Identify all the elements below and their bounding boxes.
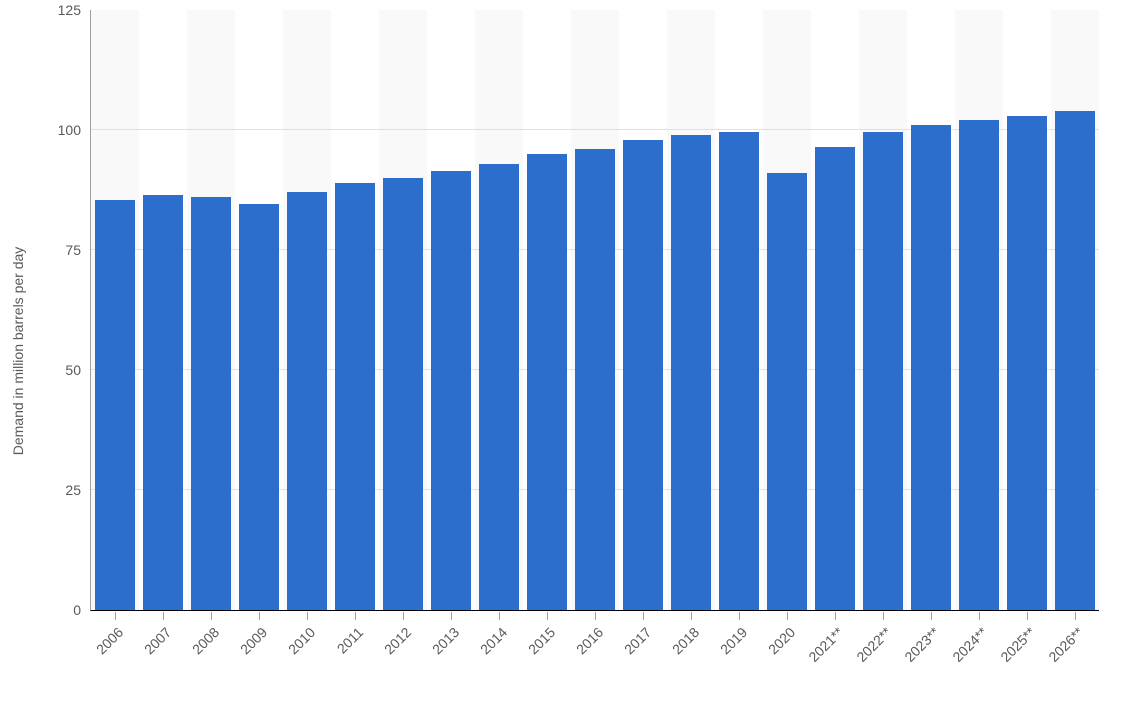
x-tick-label: 2007 (141, 624, 174, 657)
x-tick-label: 2025** (997, 624, 1038, 665)
x-tick-label: 2015 (525, 624, 558, 657)
bar-slot: 2008 (187, 10, 235, 610)
bar-slot: 2007 (139, 10, 187, 610)
bar-slot: 2010 (283, 10, 331, 610)
x-tick-label: 2008 (189, 624, 222, 657)
y-tick-label: 50 (65, 362, 91, 378)
x-tick-label: 2021** (805, 624, 846, 665)
bar-slot: 2017 (619, 10, 667, 610)
bar-slot: 2012 (379, 10, 427, 610)
bar-slot: 2026** (1051, 10, 1099, 610)
y-tick-label: 0 (73, 602, 91, 618)
bar-slot: 2014 (475, 10, 523, 610)
bar-slot: 2011 (331, 10, 379, 610)
bar[interactable] (143, 195, 182, 610)
bar-slot: 2006 (91, 10, 139, 610)
bar[interactable] (335, 183, 374, 610)
x-tick-label: 2023** (901, 624, 942, 665)
bar[interactable] (431, 171, 470, 610)
bar-slot: 2022** (859, 10, 907, 610)
x-tick (211, 612, 212, 620)
y-tick-label: 75 (65, 242, 91, 258)
x-tick (499, 612, 500, 620)
x-tick-label: 2010 (285, 624, 318, 657)
x-tick-label: 2016 (573, 624, 606, 657)
x-tick (1027, 612, 1028, 620)
x-tick (643, 612, 644, 620)
bar[interactable] (191, 197, 230, 610)
y-axis-title: Demand in million barrels per day (10, 246, 26, 455)
bar[interactable] (239, 204, 278, 610)
x-tick (691, 612, 692, 620)
x-tick (163, 612, 164, 620)
bar[interactable] (527, 154, 566, 610)
bar-slot: 2021** (811, 10, 859, 610)
bar[interactable] (1055, 111, 1094, 610)
bar-slot: 2009 (235, 10, 283, 610)
bar[interactable] (863, 132, 902, 610)
bar-slot: 2019 (715, 10, 763, 610)
bar[interactable] (959, 120, 998, 610)
y-tick-label: 125 (58, 2, 91, 18)
x-tick (787, 612, 788, 620)
x-tick-label: 2011 (334, 624, 367, 657)
x-tick-label: 2006 (93, 624, 126, 657)
bars-layer: 2006200720082009201020112012201320142015… (91, 10, 1099, 610)
x-tick-label: 2017 (621, 624, 654, 657)
x-tick-label: 2026** (1045, 624, 1086, 665)
x-tick (979, 612, 980, 620)
x-tick (931, 612, 932, 620)
bar[interactable] (767, 173, 806, 610)
bar[interactable] (815, 147, 854, 610)
bar[interactable] (95, 200, 134, 610)
x-tick (307, 612, 308, 620)
x-tick (115, 612, 116, 620)
x-tick-label: 2020 (765, 624, 798, 657)
bar-slot: 2020 (763, 10, 811, 610)
x-tick (595, 612, 596, 620)
bar[interactable] (671, 135, 710, 610)
bar[interactable] (911, 125, 950, 610)
bar[interactable] (287, 192, 326, 610)
bar[interactable] (575, 149, 614, 610)
bar-slot: 2018 (667, 10, 715, 610)
x-tick (403, 612, 404, 620)
bar-slot: 2024** (955, 10, 1003, 610)
bar-slot: 2025** (1003, 10, 1051, 610)
x-tick (451, 612, 452, 620)
x-tick (547, 612, 548, 620)
plot-area: 2006200720082009201020112012201320142015… (90, 10, 1099, 611)
x-tick-label: 2013 (429, 624, 462, 657)
x-tick-label: 2024** (949, 624, 990, 665)
bar-slot: 2023** (907, 10, 955, 610)
x-tick-label: 2012 (381, 624, 414, 657)
x-tick-label: 2018 (669, 624, 702, 657)
bar[interactable] (383, 178, 422, 610)
bar[interactable] (1007, 116, 1046, 610)
x-tick (1075, 612, 1076, 620)
x-tick-label: 2009 (237, 624, 270, 657)
bar[interactable] (623, 140, 662, 610)
x-tick-label: 2014 (477, 624, 510, 657)
y-tick-label: 25 (65, 482, 91, 498)
chart-container: Demand in million barrels per day 200620… (0, 0, 1124, 701)
x-tick (835, 612, 836, 620)
x-tick-label: 2022** (853, 624, 894, 665)
x-tick-label: 2019 (717, 624, 750, 657)
y-tick-label: 100 (58, 122, 91, 138)
bar[interactable] (719, 132, 758, 610)
bar-slot: 2013 (427, 10, 475, 610)
x-tick (739, 612, 740, 620)
bar-slot: 2015 (523, 10, 571, 610)
x-tick (259, 612, 260, 620)
x-tick (355, 612, 356, 620)
bar-slot: 2016 (571, 10, 619, 610)
bar[interactable] (479, 164, 518, 610)
x-tick (883, 612, 884, 620)
